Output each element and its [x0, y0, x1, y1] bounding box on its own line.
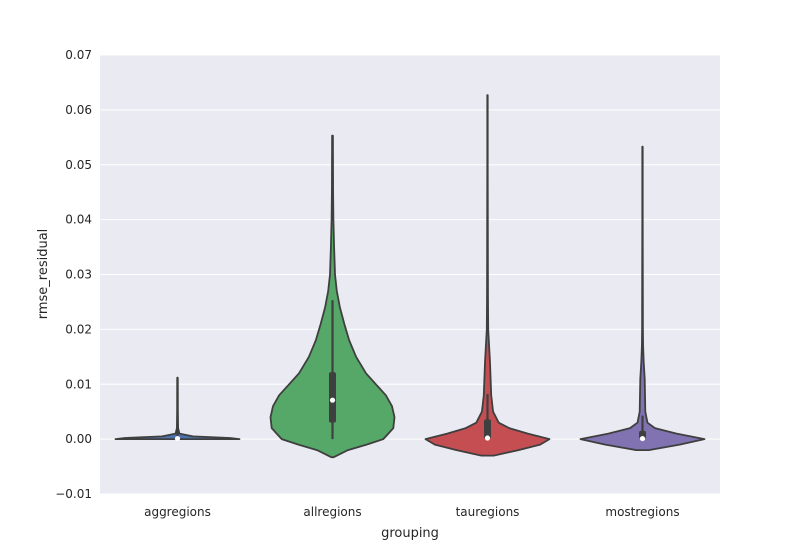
y-tick-label: 0.02 — [65, 322, 92, 336]
x-axis-label: grouping — [381, 526, 439, 541]
median-dot-allregions — [329, 397, 336, 403]
violin-mostregions — [579, 145, 706, 451]
y-tick-label: 0.06 — [65, 103, 92, 117]
x-tick-label: allregions — [303, 505, 361, 519]
iqr-box-tauregions — [484, 419, 491, 439]
y-tick-labels: −0.01 0.00 0.01 0.02 0.03 0.04 0.05 0.06 0.07 — [55, 48, 92, 501]
iqr-box-allregions — [329, 372, 336, 423]
y-tick-label: 0.07 — [65, 48, 92, 62]
median-dot-tauregions — [484, 435, 491, 441]
y-tick-label: 0.03 — [65, 268, 92, 282]
y-tick-label: 0.01 — [65, 377, 92, 391]
y-axis-label: rmse_residual — [36, 229, 51, 320]
y-tick-label: 0.04 — [65, 213, 92, 227]
median-dot-mostregions — [639, 435, 646, 442]
x-tick-label: tauregions — [456, 505, 520, 519]
y-tick-label: −0.01 — [55, 487, 92, 501]
x-tick-label: aggregions — [144, 505, 211, 519]
violin-tauregions — [424, 94, 551, 457]
y-tick-label: 0.00 — [65, 432, 92, 446]
x-tick-label: mostregions — [605, 505, 679, 519]
y-tick-label: 0.05 — [65, 158, 92, 172]
violins — [114, 94, 706, 459]
x-tick-labels: aggregions allregions tauregions mostregion… — [144, 505, 680, 519]
median-dot-aggregions — [174, 435, 181, 442]
grid-lines — [100, 54, 720, 495]
violin-allregions — [269, 134, 396, 459]
